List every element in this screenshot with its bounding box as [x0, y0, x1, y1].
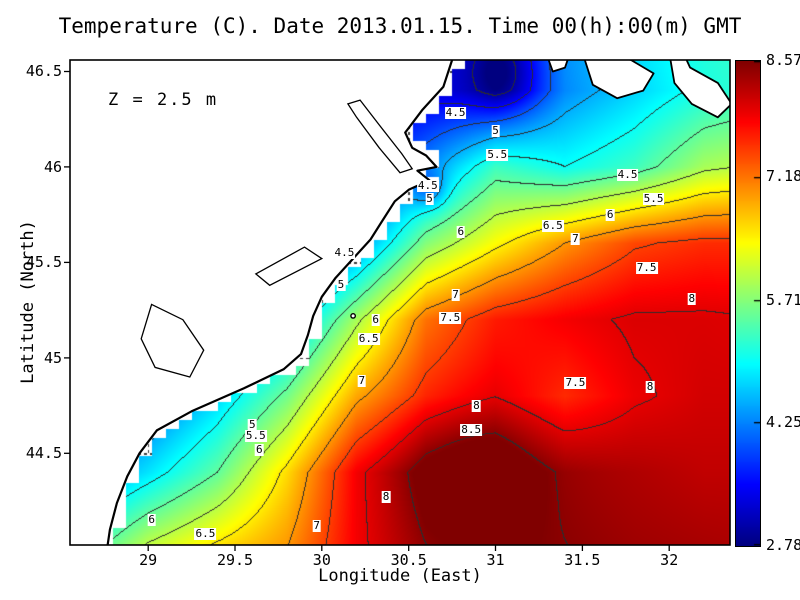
plot-title: Temperature (C). Date 2013.01.15. Time 0…	[58, 14, 742, 38]
contour-label: 6	[255, 442, 264, 456]
contour-label: 5	[491, 123, 500, 137]
contour-label: 6.5	[541, 219, 564, 233]
y-axis-label: Latitude (North)	[18, 220, 38, 384]
y-tick-label: 45.5	[25, 253, 62, 272]
y-tick-label: 46.5	[25, 62, 62, 81]
x-tick-label: 32	[660, 551, 679, 569]
colorbar-tick-label: 4.25	[766, 412, 800, 431]
contour-label: 6.5	[194, 526, 217, 540]
x-tick-label: 29	[139, 551, 158, 569]
x-tick-label: 31	[486, 551, 505, 569]
y-tick-label: 46	[43, 157, 62, 176]
contour-label: 5.5	[244, 429, 267, 443]
contour-label: 5	[336, 278, 346, 292]
contour-label: 5.5	[486, 148, 509, 162]
contour-label: 8	[381, 490, 391, 504]
contour-label: 7	[571, 232, 580, 246]
colorbar-tick-label: 7.18	[766, 167, 800, 186]
x-tick-label: 29.5	[216, 551, 254, 569]
contour-label: 5.5	[642, 192, 665, 206]
contour-label: 4.5	[333, 245, 356, 259]
colorbar-tick-label: 5.71	[766, 290, 800, 309]
x-tick-label: 31.5	[564, 551, 601, 569]
contour-label: 8	[645, 379, 655, 393]
contour-label: 8	[472, 398, 481, 412]
contour-label: 7	[451, 287, 460, 301]
contour-label: 4.5	[616, 167, 639, 181]
x-tick-label: 30	[312, 551, 331, 569]
colorbar-tick-label: 8.57	[766, 51, 800, 69]
colorbar	[735, 60, 761, 547]
contour-label: 8	[687, 291, 697, 305]
depth-annotation: Z = 2.5 m	[108, 90, 219, 110]
contour-label: 5	[425, 192, 434, 206]
contour-label: 7.5	[564, 375, 587, 389]
contour-label: 4.5	[416, 179, 439, 193]
colorbar-tick-label: 2.78	[766, 536, 800, 554]
contour-label: 7.5	[635, 261, 658, 275]
contour-label: 8.5	[460, 423, 483, 437]
contour-label: 7	[312, 518, 321, 532]
contour-label: 7.5	[439, 310, 462, 324]
contour-label: 6	[371, 312, 380, 326]
contour-label: 6	[605, 207, 615, 221]
x-tick-label: 30.5	[390, 551, 427, 569]
contour-label: 7	[357, 373, 367, 387]
y-tick-label: 44.5	[25, 444, 62, 463]
contour-label: 6	[147, 513, 156, 527]
temperature-field-map	[70, 60, 730, 545]
contour-label: 4.5	[444, 106, 467, 120]
contour-label: 6	[456, 224, 466, 238]
y-tick-label: 45	[43, 348, 62, 367]
contour-label: 6.5	[357, 331, 380, 345]
x-axis-label: Longitude (East)	[318, 566, 482, 586]
contour-label: 5	[248, 417, 257, 431]
